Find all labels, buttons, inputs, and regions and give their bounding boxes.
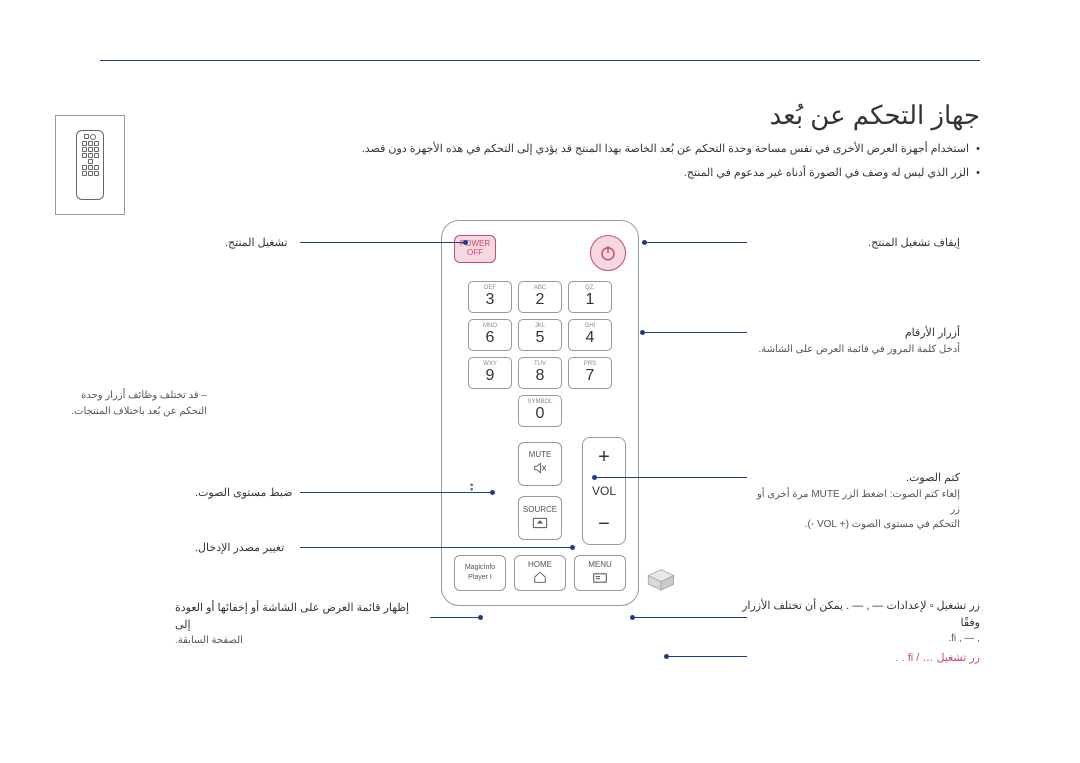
braille-dots: ⠃: [468, 481, 484, 501]
callout-line: [300, 242, 463, 243]
key-2: ABC2: [518, 281, 562, 313]
thumb-remote-icon: [76, 130, 104, 200]
callout-source: تغيير مصدر الإدخال.: [195, 540, 297, 557]
callout-dot: [570, 545, 575, 550]
callout-menu-title: إظهار قائمة العرض على الشاشة أو إخفائها …: [175, 600, 427, 633]
power-off-button: POWER OFF: [454, 235, 496, 263]
key-7: PRS7: [568, 357, 612, 389]
callout-settings-title: زر تشغيل ▫ لإعدادات — , — . يمكن أن تختل…: [740, 598, 980, 631]
callout-power-on: تشغيل المنتج.: [225, 235, 297, 252]
home-icon: [533, 571, 547, 586]
intro-text: استخدام أجهزة العرض الأخرى في نفس مساحة …: [300, 140, 980, 188]
callout-volume: ضبط مستوى الصوت.: [195, 485, 297, 502]
callout-line: [647, 242, 747, 243]
callout-dot: [478, 615, 483, 620]
mute-button: MUTE: [518, 442, 562, 486]
callout-line: [300, 547, 570, 548]
power-on-button: [590, 235, 626, 271]
callout-numbers-sub: أدخل كلمة المرور في قائمة العرض على الشا…: [750, 342, 960, 357]
page-thumbnail: [55, 115, 125, 215]
callout-line: [669, 656, 747, 657]
menu-button: MENU: [574, 555, 626, 591]
key-9: WXY9: [468, 357, 512, 389]
callout-line: [597, 477, 747, 478]
key-5: JKL5: [518, 319, 562, 351]
cube-icon: [644, 565, 678, 593]
callout-menu: إظهار قائمة العرض على الشاشة أو إخفائها …: [175, 600, 427, 648]
vol-minus: −: [598, 513, 610, 536]
key-3: DEF3: [468, 281, 512, 313]
callout-line: [635, 617, 747, 618]
menu-icon: [593, 571, 607, 586]
source-icon: [532, 516, 548, 532]
intro-line-1: استخدام أجهزة العرض الأخرى في نفس مساحة …: [300, 140, 980, 160]
callout-dot: [490, 490, 495, 495]
home-button: HOME: [514, 555, 566, 591]
callout-mute-title: كتم الصوت.: [745, 470, 960, 487]
callout-mute-sub1: إلغاء كتم الصوت: اضغط الزر MUTE مرة أخرى…: [745, 487, 960, 517]
vol-plus: +: [598, 446, 610, 469]
key-6: MNO6: [468, 319, 512, 351]
callout-line: [300, 492, 490, 493]
remote-diagram: POWER OFF .QZ1 ABC2 DEF3 GHI4 JKL5 MNO6 …: [441, 220, 639, 606]
callout-settings-sub: , — , fi.: [740, 631, 980, 646]
callout-run-text: زر تشغيل … / fi . .: [896, 652, 980, 664]
source-button: SOURCE: [518, 496, 562, 540]
key-8: TUV8: [518, 357, 562, 389]
key-0: SYMBOL 0: [518, 395, 562, 427]
power-off-label-2: OFF: [467, 249, 483, 258]
callout-dot: [463, 240, 468, 245]
callout-line: [430, 617, 478, 618]
callout-numbers: أزرار الأرقام أدخل كلمة المرور في قائمة …: [750, 325, 960, 357]
vol-label: VOL: [592, 484, 616, 498]
volume-rocker: + VOL −: [582, 437, 626, 545]
mute-icon: [532, 461, 548, 478]
key-1: .QZ1: [568, 281, 612, 313]
page-title: جهاز التحكم عن بُعد: [770, 100, 980, 131]
number-pad: .QZ1 ABC2 DEF3 GHI4 JKL5 MNO6 PRS7 TUV8 …: [468, 281, 612, 389]
callout-mute: كتم الصوت. إلغاء كتم الصوت: اضغط الزر MU…: [745, 470, 960, 532]
footnote: – قد تختلف وظائف أزرار وحدة التحكم عن بُ…: [52, 388, 207, 420]
callout-mute-sub2: التحكم في مستوى الصوت (+ VOL -).: [745, 517, 960, 532]
callout-settings: زر تشغيل ▫ لإعدادات — , — . يمكن أن تختل…: [740, 598, 980, 646]
header-rule: [100, 60, 980, 61]
key-4: GHI4: [568, 319, 612, 351]
callout-run: زر تشغيل … / fi . .: [742, 650, 980, 667]
magicinfo-button: MagicInfo Player I: [454, 555, 506, 591]
intro-line-2: الزر الذي ليس له وصف في الصورة أدناه غير…: [300, 164, 980, 184]
callout-menu-sub: الصفحة السابقة.: [175, 633, 427, 648]
callout-line: [645, 332, 747, 333]
callout-power-off: إيقاف تشغيل المنتج.: [750, 235, 960, 252]
callout-numbers-title: أزرار الأرقام: [750, 325, 960, 342]
